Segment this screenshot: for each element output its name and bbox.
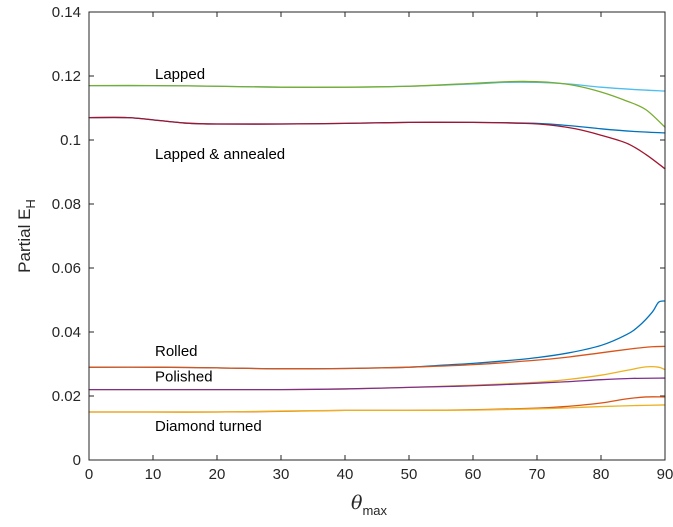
- y-tick-label: 0.1: [60, 132, 81, 149]
- series-line-10: [88, 404, 666, 413]
- series-line-8: [88, 377, 666, 391]
- annotation-4: Polished: [155, 369, 213, 386]
- series-layer: [88, 80, 666, 413]
- x-tick-label: 50: [401, 466, 418, 483]
- x-tick-label: 80: [593, 466, 610, 483]
- y-tick-label: 0.12: [52, 68, 81, 85]
- series-line-4: [88, 116, 666, 170]
- x-tick-label: 30: [273, 466, 290, 483]
- x-tick-label: 70: [529, 466, 546, 483]
- x-tick-label: 40: [337, 466, 354, 483]
- x-tick-label: 90: [657, 466, 673, 483]
- annotation-3: Rolled: [155, 343, 198, 360]
- annotation-2: Lapped & annealed: [155, 146, 285, 163]
- annotation-5: Diamond turned: [155, 418, 262, 435]
- y-tick-label: 0.06: [52, 260, 81, 277]
- y-axis-title: Partial EH: [15, 199, 38, 273]
- x-tick-label: 20: [209, 466, 226, 483]
- series-line-2: [88, 80, 666, 128]
- y-tick-label: 0.08: [52, 196, 81, 213]
- annotation-layer: Lapped Lapped & annealed Rolled Polished Dia…: [155, 66, 285, 435]
- y-axis-title-subscript: H: [23, 199, 38, 208]
- y-tick-label: 0.04: [52, 324, 81, 341]
- x-tick-label: 10: [145, 466, 162, 483]
- annotation-1: Lapped: [155, 66, 205, 83]
- x-axis-title-main: θ: [351, 492, 363, 514]
- y-tick-label: 0: [73, 452, 81, 469]
- y-tick-label: 0.14: [52, 4, 81, 21]
- plot-frame: [88, 11, 666, 461]
- x-axis-title: θmax: [351, 492, 388, 518]
- x-axis-title-subscript: max: [362, 503, 387, 518]
- x-tick-label: 0: [85, 466, 93, 483]
- x-tick-label: 60: [465, 466, 482, 483]
- y-axis-title-main: Partial E: [15, 209, 34, 273]
- y-tick-label: 0.02: [52, 388, 81, 405]
- series-line-6: [88, 345, 666, 370]
- ticks-layer: 0 10 20 30 40 50 60 70 80 90 0 0.02 0.04 0.06 0.08 0.1 0…: [52, 4, 673, 483]
